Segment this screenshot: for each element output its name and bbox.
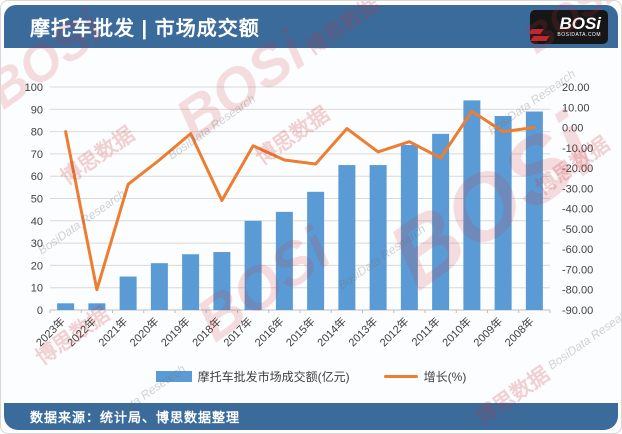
chart-legend: 摩托车批发市场成交额(亿元) 增长(%) (0, 368, 622, 385)
chart-header: 摩托车批发 | 市场成交额 BOSi BOSIDATA.COM (4, 5, 618, 48)
right-axis-tick-label: -80.00 (562, 285, 593, 297)
x-axis-label: 2012年 (377, 314, 412, 349)
left-axis-tick-label: 70 (31, 149, 43, 161)
bar-2022年 (88, 303, 106, 310)
left-axis-tick-label: 10 (31, 283, 43, 295)
right-axis-tick-label: 10.00 (562, 102, 590, 114)
bar-series-swatch-icon (155, 371, 192, 382)
left-axis-tick-label: 80 (31, 127, 43, 139)
x-axis-label: 2014年 (314, 314, 349, 349)
left-axis-tick-label: 40 (31, 216, 43, 228)
bar-2018年 (213, 252, 231, 310)
right-axis-tick-label: -60.00 (562, 244, 593, 256)
bar-2011年 (432, 133, 450, 310)
x-axis-label: 2009年 (470, 314, 505, 349)
logo-stripe-icon (530, 28, 544, 34)
x-axis-label: 2020年 (127, 314, 162, 349)
left-axis-tick-label: 50 (31, 194, 43, 206)
x-axis-label: 2022年 (64, 314, 99, 349)
chart-area: 0 10 20 30 40 50 60 70 80 90 100 20.00 10.00 0.00 -10.… (4, 48, 618, 404)
right-axis-tick-label: -90.00 (562, 305, 593, 317)
x-axis-label: 2023年 (33, 314, 68, 349)
right-axis-tick-label: -20.00 (562, 163, 593, 175)
legend-item-bars: 摩托车批发市场成交额(亿元) (155, 368, 350, 385)
bar-2013年 (369, 165, 387, 310)
x-axis-label: 2011年 (408, 314, 442, 348)
bar-2019年 (182, 254, 200, 310)
right-axis-tick-label: -50.00 (562, 224, 593, 236)
line-series-swatch-icon (383, 375, 418, 378)
bar-2020年 (150, 263, 168, 310)
x-axis-label: 2008年 (502, 314, 537, 349)
source-bar: 数据来源：统计局、博思数据整理 (4, 403, 618, 430)
x-axis-label: 2021年 (95, 314, 130, 349)
logo-wordmark: BOSi (559, 13, 601, 33)
x-axis-label: 2015年 (283, 314, 318, 349)
bar-2014年 (338, 165, 356, 310)
page-title: 摩托车批发 | 市场成交额 (30, 18, 260, 40)
right-axis-tick-label: -40.00 (562, 204, 593, 216)
right-axis-tick-label: -70.00 (562, 264, 593, 276)
bosi-logo: BOSi BOSIDATA.COM (530, 9, 608, 44)
x-axis-label: 2019年 (158, 314, 193, 349)
right-axis-tick-label: -30.00 (562, 183, 593, 195)
left-axis-tick-label: 100 (25, 82, 43, 94)
right-axis-tick-label: -10.00 (562, 143, 593, 155)
legend-item-line: 增长(%) (383, 368, 467, 385)
line-series-label: 增长(%) (423, 370, 467, 384)
logo-stripe-icon (530, 35, 550, 41)
logo-domain: BOSIDATA.COM (557, 31, 601, 38)
x-axis-label: 2016年 (252, 314, 287, 349)
right-axis-tick-label: 20.00 (562, 82, 590, 94)
bar-series-label: 摩托车批发市场成交额(亿元) (197, 370, 350, 384)
bar-2021年 (119, 276, 137, 310)
left-axis-tick-label: 0 (37, 305, 43, 317)
left-axis-tick-label: 20 (31, 260, 43, 272)
bar-2010年 (463, 100, 481, 310)
bar-2009年 (494, 115, 512, 311)
bar-2023年 (57, 303, 75, 310)
bar-2017年 (244, 220, 262, 310)
combo-chart: 0 10 20 30 40 50 60 70 80 90 100 20.00 10.00 0.00 -10.… (25, 82, 594, 349)
left-axis-tick-label: 30 (31, 238, 43, 250)
x-axis-label: 2018年 (189, 314, 224, 349)
data-source-text: 数据来源：统计局、博思数据整理 (30, 410, 241, 425)
x-axis-label: 2010年 (439, 314, 474, 349)
left-axis-tick-label: 90 (31, 104, 43, 116)
x-axis-label: 2013年 (345, 314, 380, 349)
right-axis-tick-label: 0.00 (562, 123, 583, 135)
left-axis-tick-label: 60 (31, 171, 43, 183)
growth-line (64, 109, 536, 292)
bar-2012年 (400, 144, 418, 310)
bar-2008年 (525, 111, 543, 310)
bar-2015年 (307, 191, 325, 310)
x-axis-label: 2017年 (220, 314, 255, 349)
bar-2016年 (275, 211, 293, 310)
